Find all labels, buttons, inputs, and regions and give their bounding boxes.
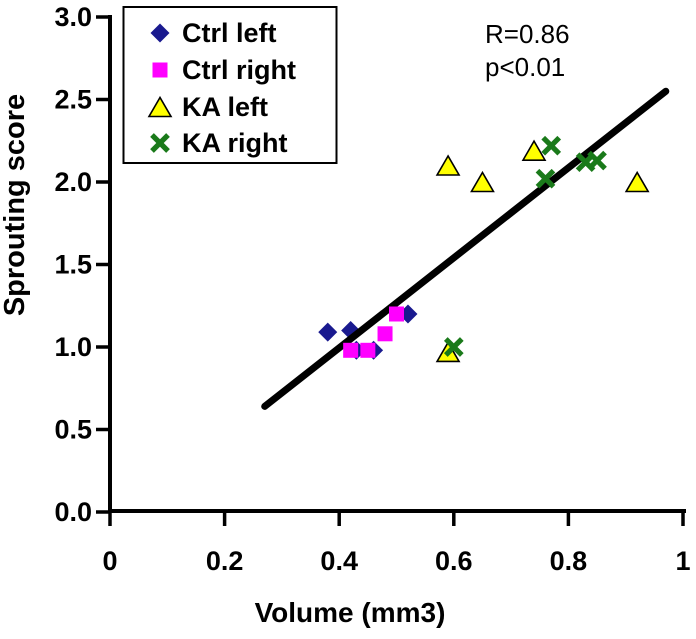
data-point	[521, 139, 547, 161]
y-tick-label: 0.0	[54, 497, 92, 527]
annotation-r-value: R=0.86	[485, 19, 570, 49]
y-tick-label: 2.5	[54, 85, 92, 115]
y-tick-label: 2.0	[54, 167, 92, 197]
data-point	[443, 337, 464, 357]
data-point	[435, 154, 461, 176]
legend-marker-diamond	[150, 23, 170, 43]
legend-marker-square	[152, 62, 168, 78]
data-point	[389, 306, 404, 322]
series-ka-right	[443, 135, 607, 357]
axes: 0.0 0.5 1.0 1.5 2.0 2.5 3.0 0 0.2 0.4 0.6 0.8 1	[54, 2, 690, 576]
x-tick-label: 0.8	[550, 546, 588, 576]
data-point	[318, 322, 338, 342]
y-tick-label: 1.5	[54, 250, 92, 280]
series-ka-left	[435, 139, 650, 363]
y-tick-label: 1.0	[54, 332, 92, 362]
legend: Ctrl left Ctrl right KA left KA right	[122, 6, 338, 164]
legend-label-ka-left: KA left	[182, 92, 268, 122]
data-point	[587, 150, 607, 171]
legend-marker-x	[150, 133, 170, 153]
x-tick-label: 0.6	[435, 546, 473, 576]
legend-label-ka-right: KA right	[182, 128, 287, 158]
trendline	[261, 87, 670, 410]
x-tick-label: 0.2	[206, 546, 244, 576]
data-point	[624, 170, 650, 193]
legend-label-ctrl-left: Ctrl left	[182, 18, 277, 48]
series-ctrl-right	[343, 306, 404, 358]
x-tick-label: 0.4	[320, 546, 358, 576]
data-point	[343, 342, 359, 358]
plot-area	[261, 87, 670, 410]
data-point	[535, 168, 556, 189]
legend-marker-triangle	[147, 95, 173, 118]
y-axis-title: Sprouting score	[0, 94, 31, 316]
data-point	[377, 326, 393, 342]
y-tick-label: 3.0	[54, 2, 92, 32]
legend-markers	[147, 23, 173, 153]
data-point	[360, 342, 376, 358]
x-axis-title: Volume (mm3)	[255, 597, 446, 628]
data-point	[470, 170, 495, 193]
x-tick-label: 0	[102, 546, 117, 576]
y-tick-label: 0.5	[54, 415, 92, 445]
data-point	[541, 135, 562, 156]
x-tick-label: 1	[675, 546, 690, 576]
legend-label-ctrl-right: Ctrl right	[182, 55, 296, 85]
annotation-p-value: p<0.01	[485, 52, 565, 82]
